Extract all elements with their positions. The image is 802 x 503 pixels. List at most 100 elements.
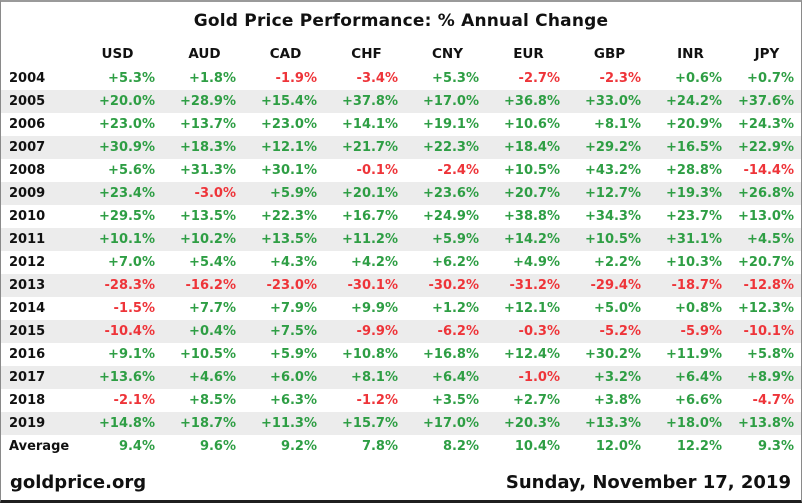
value-cell: +28.8%: [666, 163, 722, 178]
value-cell: -3.0%: [194, 186, 236, 201]
value-cell: +0.4%: [189, 324, 236, 339]
table-row: 2007 +30.9% +18.3% +12.1% +21.7% +22.3% +18.4%…: [1, 136, 801, 159]
gold-performance-table: USD AUD CAD CHF CNY EUR GBP INR JPY 2004 +5.3% +1.…: [1, 40, 801, 458]
value-cell: -30.2%: [428, 278, 480, 293]
value-cell: +7.7%: [189, 301, 236, 316]
value-cell: +0.8%: [675, 301, 722, 316]
value-cell: +4.3%: [270, 255, 317, 270]
value-cell: -1.2%: [356, 393, 398, 408]
value-cell: +20.7%: [504, 186, 560, 201]
value-cell: +30.1%: [261, 163, 317, 178]
row-label: 2012: [9, 255, 46, 270]
value-cell: +11.9%: [666, 347, 722, 362]
value-cell: +5.4%: [189, 255, 236, 270]
value-cell: +16.5%: [666, 140, 722, 155]
value-cell: -10.4%: [104, 324, 156, 339]
value-cell: +38.8%: [504, 209, 560, 224]
value-cell: +17.0%: [423, 416, 479, 431]
row-label: 2004: [9, 71, 46, 86]
value-cell: -6.2%: [437, 324, 479, 339]
value-cell: +13.5%: [261, 232, 317, 247]
value-cell: +11.2%: [342, 232, 398, 247]
value-cell: +19.1%: [423, 117, 479, 132]
value-cell: 9.4%: [118, 439, 155, 454]
value-cell: +10.2%: [180, 232, 236, 247]
value-cell: +14.8%: [99, 416, 155, 431]
value-cell: +1.2%: [432, 301, 479, 316]
value-cell: -9.9%: [356, 324, 398, 339]
table-row: Average 9.4% 9.6% 9.2% 7.8% 8.2% 10.4% 12.0% 12.…: [1, 435, 801, 458]
currency-column-header: GBP: [593, 45, 626, 62]
value-cell: +30.2%: [585, 347, 641, 362]
value-cell: -5.2%: [599, 324, 641, 339]
value-cell: 9.3%: [757, 439, 794, 454]
value-cell: +7.0%: [108, 255, 155, 270]
value-cell: -1.0%: [518, 370, 560, 385]
value-cell: +33.0%: [585, 94, 641, 109]
value-cell: +24.9%: [423, 209, 479, 224]
gold-table-body: 2004 +5.3% +1.8% -1.9% -3.4% +5.3% -2.7% -2.3% +…: [1, 67, 801, 458]
value-cell: +18.0%: [666, 416, 722, 431]
value-cell: -4.7%: [752, 393, 794, 408]
value-cell: +14.1%: [342, 117, 398, 132]
table-row: 2012 +7.0% +5.4% +4.3% +4.2% +6.2% +4.9% +2.2% +…: [1, 251, 801, 274]
value-cell: +0.7%: [747, 71, 794, 86]
value-cell: +1.8%: [189, 71, 236, 86]
value-cell: -2.1%: [113, 393, 155, 408]
value-cell: +10.5%: [585, 232, 641, 247]
value-cell: -18.7%: [671, 278, 723, 293]
value-cell: -23.0%: [266, 278, 318, 293]
currency-column-header: AUD: [188, 45, 221, 62]
value-cell: -14.4%: [743, 163, 795, 178]
value-cell: -16.2%: [185, 278, 237, 293]
value-cell: +4.5%: [747, 232, 794, 247]
site-name: goldprice.org: [10, 472, 147, 493]
table-row: 2011 +10.1% +10.2% +13.5% +11.2% +5.9% +14.2% +…: [1, 228, 801, 251]
value-cell: +37.8%: [342, 94, 398, 109]
value-cell: +23.4%: [99, 186, 155, 201]
value-cell: +6.6%: [675, 393, 722, 408]
currency-column-header: CAD: [269, 45, 302, 62]
value-cell: +16.8%: [423, 347, 479, 362]
value-cell: +12.4%: [504, 347, 560, 362]
footer-bar: goldprice.org Sunday, November 17, 2019: [1, 472, 801, 500]
value-cell: +18.7%: [180, 416, 236, 431]
value-cell: +2.7%: [513, 393, 560, 408]
value-cell: +13.6%: [99, 370, 155, 385]
table-row: 2016 +9.1% +10.5% +5.9% +10.8% +16.8% +12.4% +3…: [1, 343, 801, 366]
value-cell: -2.7%: [518, 71, 560, 86]
date-label: Sunday, November 17, 2019: [505, 472, 791, 493]
currency-column-header: CHF: [351, 45, 382, 62]
value-cell: +20.1%: [342, 186, 398, 201]
value-cell: -10.1%: [743, 324, 795, 339]
value-cell: 8.2%: [442, 439, 479, 454]
value-cell: +5.6%: [108, 163, 155, 178]
currency-column-header: EUR: [513, 45, 544, 62]
value-cell: 9.2%: [280, 439, 317, 454]
value-cell: -5.9%: [680, 324, 722, 339]
currency-column-header: JPY: [754, 45, 780, 62]
row-label: 2019: [9, 416, 46, 431]
value-cell: +5.0%: [594, 301, 641, 316]
value-cell: -31.2%: [509, 278, 561, 293]
value-cell: +6.4%: [432, 370, 479, 385]
value-cell: -1.5%: [113, 301, 155, 316]
value-cell: +24.2%: [666, 94, 722, 109]
value-cell: +0.6%: [675, 71, 722, 86]
value-cell: +17.0%: [423, 94, 479, 109]
row-label: 2013: [9, 278, 46, 293]
value-cell: -0.3%: [518, 324, 560, 339]
value-cell: +43.2%: [585, 163, 641, 178]
table-row: 2009 +23.4% -3.0% +5.9% +20.1% +23.6% +20.7% +1…: [1, 182, 801, 205]
currency-column-header: INR: [677, 45, 704, 62]
value-cell: +36.8%: [504, 94, 560, 109]
value-cell: +6.4%: [675, 370, 722, 385]
value-cell: +13.5%: [180, 209, 236, 224]
value-cell: +5.9%: [270, 186, 317, 201]
table-row: 2006 +23.0% +13.7% +23.0% +14.1% +19.1% +10.6%…: [1, 113, 801, 136]
value-cell: +12.3%: [738, 301, 794, 316]
value-cell: +29.5%: [99, 209, 155, 224]
value-cell: +3.2%: [594, 370, 641, 385]
value-cell: +23.7%: [666, 209, 722, 224]
